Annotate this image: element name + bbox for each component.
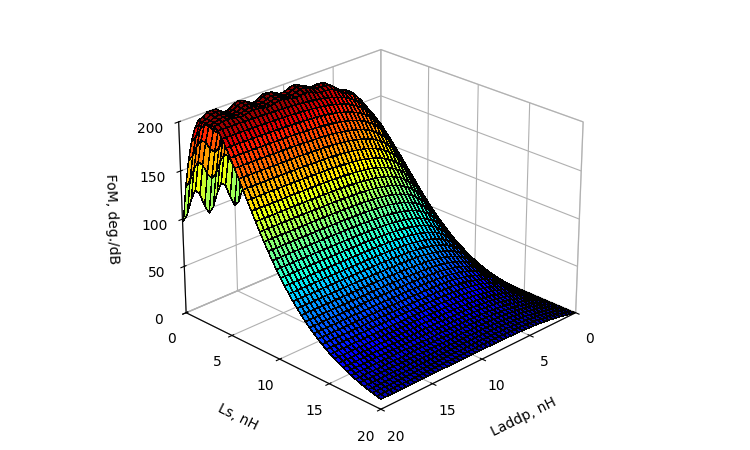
X-axis label: Laddp, nH: Laddp, nH xyxy=(489,395,559,439)
Y-axis label: Ls, nH: Ls, nH xyxy=(215,401,260,433)
